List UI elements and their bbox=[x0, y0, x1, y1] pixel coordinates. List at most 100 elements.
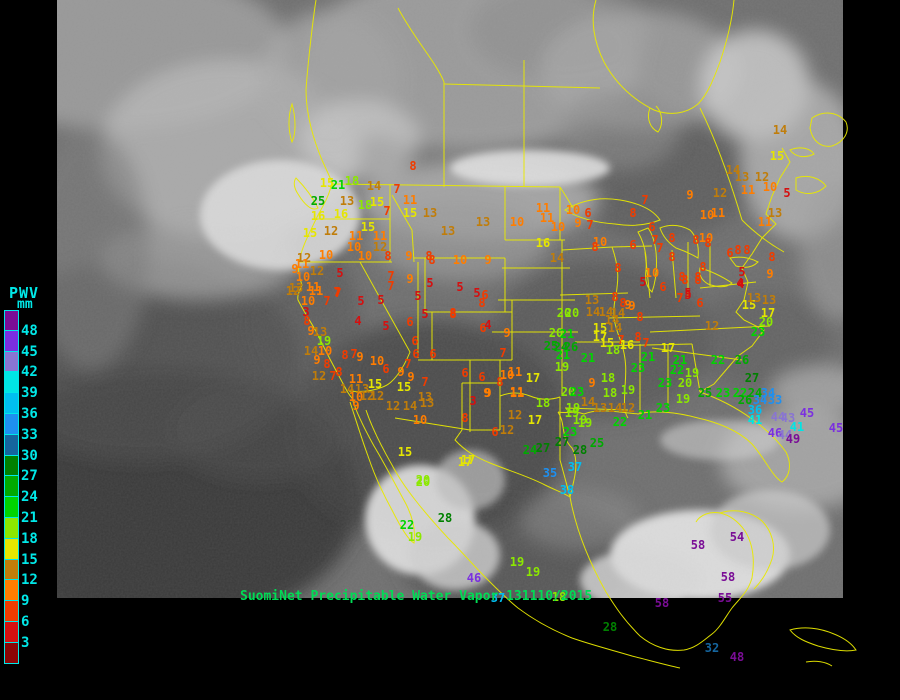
pwv-station-value: 18 bbox=[600, 371, 616, 385]
pwv-station-value: 20 bbox=[758, 315, 774, 329]
pwv-station-value: 3 bbox=[302, 305, 310, 319]
pwv-station-value: 10 bbox=[698, 231, 714, 245]
pwv-station-value: 14 bbox=[580, 395, 596, 409]
pwv-station-value: 7 bbox=[387, 269, 395, 283]
pwv-station-value: 12 bbox=[372, 240, 388, 254]
pwv-station-value: 14 bbox=[772, 123, 788, 137]
pwv-station-value: 6 bbox=[726, 246, 734, 260]
pwv-station-value: 9 bbox=[405, 249, 413, 263]
pwv-station-value: 11 bbox=[710, 206, 726, 220]
pwv-station-value: 45 bbox=[828, 421, 844, 435]
pwv-station-value: 7 bbox=[404, 357, 412, 371]
pwv-station-value: 8 bbox=[591, 240, 599, 254]
pwv-station-value: 12 bbox=[385, 399, 401, 413]
pwv-station-value: 14 bbox=[549, 251, 565, 265]
legend-swatch bbox=[4, 579, 19, 602]
pwv-station-value: 17 bbox=[460, 453, 476, 467]
pwv-station-value: 8 bbox=[704, 236, 712, 250]
pwv-station-value: 13 bbox=[584, 293, 600, 307]
pwv-station-value: 49 bbox=[785, 432, 801, 446]
pwv-station-value: 23 bbox=[569, 385, 585, 399]
pwv-station-value: 11 bbox=[509, 385, 525, 399]
pwv-station-value: 9 bbox=[483, 386, 491, 400]
pwv-station-value: 23 bbox=[715, 386, 731, 400]
pwv-station-value: 38 bbox=[559, 483, 575, 497]
pwv-station-value: 8 bbox=[636, 310, 644, 324]
pwv-station-value: 8 bbox=[668, 231, 676, 245]
pwv-station-value: 8 bbox=[694, 273, 702, 287]
pwv-station-value: 21 bbox=[672, 353, 688, 367]
pwv-station-value: 6 bbox=[629, 238, 637, 252]
pwv-station-value: 12 bbox=[359, 389, 375, 403]
pwv-station-value: 8 bbox=[461, 411, 469, 425]
pwv-station-value: 14 bbox=[598, 305, 614, 319]
pwv-station-value: 19 bbox=[564, 406, 580, 420]
pwv-station-value: 7 bbox=[586, 218, 594, 232]
pwv-station-value: 48 bbox=[729, 650, 745, 664]
pwv-station-value: 45 bbox=[799, 406, 815, 420]
pwv-station-value: 7 bbox=[329, 369, 337, 383]
pwv-station-value: 20 bbox=[677, 376, 693, 390]
pwv-station-value: 8 bbox=[768, 250, 776, 264]
pwv-station-value: 10 bbox=[318, 248, 334, 262]
pwv-station-value: 20 bbox=[415, 475, 431, 489]
pwv-station-value: 8 bbox=[341, 348, 349, 362]
pwv-station-value: 5 bbox=[783, 186, 791, 200]
pwv-station-value: 18 bbox=[357, 198, 373, 212]
pwv-station-value: 6 bbox=[429, 347, 437, 361]
pwv-station-value: 19 bbox=[572, 413, 588, 427]
pwv-station-value: 8 bbox=[694, 270, 702, 284]
legend-tick-label: 33 bbox=[21, 426, 38, 443]
pwv-station-value: 23 bbox=[630, 361, 646, 375]
pwv-station-value: 11 bbox=[535, 201, 551, 215]
pwv-station-value: 13 bbox=[354, 382, 370, 396]
pwv-station-value: 7 bbox=[387, 279, 395, 293]
pwv-station-value: 18 bbox=[605, 343, 621, 357]
pwv-station-value: 8 bbox=[699, 260, 707, 274]
pwv-station-value: 6 bbox=[659, 280, 667, 294]
pwv-station-value: 15 bbox=[397, 445, 413, 459]
pwv-station-value: 37 bbox=[567, 460, 583, 474]
pwv-station-value: 7 bbox=[393, 182, 401, 196]
pwv-station-value: 13 bbox=[417, 390, 433, 404]
pwv-station-value: 11 bbox=[305, 280, 321, 294]
legend-swatch bbox=[4, 350, 19, 373]
pwv-station-value: 25 bbox=[543, 339, 559, 353]
legend-swatch bbox=[4, 310, 19, 331]
pwv-station-value: 13 bbox=[592, 401, 608, 415]
pwv-station-value: 12 bbox=[507, 408, 523, 422]
pwv-station-value: 9 bbox=[484, 386, 492, 400]
pwv-station-value: 27 bbox=[554, 435, 570, 449]
pwv-station-value: 5 bbox=[684, 286, 692, 300]
pwv-station-value: 12 bbox=[754, 170, 770, 184]
pwv-station-value: 10 bbox=[300, 294, 316, 308]
pwv-station-value: 16 bbox=[535, 236, 551, 250]
pwv-station-value: 43 bbox=[780, 411, 796, 425]
pwv-station-value: 8 bbox=[681, 273, 689, 287]
pwv-station-value: 8 bbox=[425, 249, 433, 263]
pwv-station-value: 14 bbox=[339, 382, 355, 396]
pwv-station-value: 13 bbox=[440, 224, 456, 238]
pwv-station-value: 9 bbox=[574, 216, 582, 230]
pwv-station-value: 19 bbox=[509, 555, 525, 569]
pwv-station-value: 8 bbox=[634, 330, 642, 344]
pwv-station-value: 7 bbox=[383, 204, 391, 218]
pwv-station-value: 8 bbox=[384, 249, 392, 263]
pwv-station-value: 36 bbox=[747, 403, 763, 417]
pwv-station-value: 8 bbox=[614, 261, 622, 275]
pwv-station-value: 17 bbox=[592, 330, 608, 344]
pwv-station-value: 14 bbox=[607, 321, 623, 335]
pwv-station-value: 13 bbox=[339, 194, 355, 208]
pwv-station-value: 20 bbox=[556, 306, 572, 320]
legend-tick-label: 15 bbox=[21, 551, 38, 568]
pwv-station-value: 28 bbox=[602, 620, 618, 634]
pwv-station-value: 9 bbox=[307, 324, 315, 338]
pwv-station-value: 8 bbox=[335, 365, 343, 379]
pwv-station-value: 8 bbox=[496, 375, 504, 389]
pwv-station-value: 5 bbox=[639, 275, 647, 289]
pwv-station-value: 5 bbox=[684, 288, 692, 302]
pwv-station-value: 6 bbox=[406, 315, 414, 329]
legend-swatch bbox=[4, 621, 19, 643]
legend-swatch bbox=[4, 537, 19, 560]
pwv-station-value: 4 bbox=[354, 314, 362, 328]
